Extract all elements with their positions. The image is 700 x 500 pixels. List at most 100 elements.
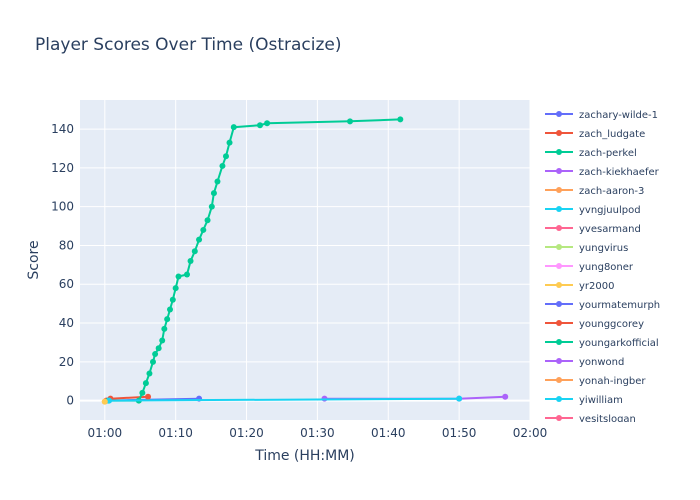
legend-item-yonwond[interactable]: yonwond — [545, 357, 624, 368]
legend-swatch-marker — [556, 415, 562, 421]
legend-item-zachary-wilde-1[interactable]: zachary-wilde-1 — [545, 110, 658, 121]
legend-item-yonah-ingber[interactable]: yonah-ingber — [545, 376, 646, 387]
series-yr2000 — [101, 398, 108, 405]
legend-label: zach-perkel — [579, 148, 637, 159]
legend-swatch-marker — [556, 396, 562, 402]
y-tick-label: 100 — [51, 200, 74, 214]
data-point — [257, 122, 263, 129]
legend-swatch-marker — [556, 168, 562, 174]
legend-label: zach-kiekhaefer — [579, 167, 660, 178]
y-axis-label: Score — [26, 240, 42, 279]
legend-swatch-marker — [556, 358, 562, 364]
x-tick-labels: 01:00 01:10 01:20 01:30 01:40 01:50 02:00 — [88, 426, 548, 440]
data-point — [210, 190, 217, 197]
data-point — [145, 393, 152, 400]
data-point — [164, 316, 171, 323]
y-tick-label: 140 — [51, 122, 74, 136]
legend-item-yung8oner[interactable]: yung8oner — [545, 262, 634, 273]
legend-label: yonah-ingber — [579, 376, 646, 387]
plot-background — [80, 100, 530, 420]
legend-item-yungvirus[interactable]: yungvirus — [545, 243, 628, 254]
data-point — [456, 395, 463, 402]
legend-label: younggcorey — [579, 319, 644, 330]
legend-swatch-marker — [556, 282, 562, 288]
data-point — [230, 124, 237, 131]
data-point — [184, 271, 191, 278]
legend-item-zach-perkel[interactable]: zach-perkel — [545, 148, 637, 159]
data-point — [191, 248, 198, 255]
data-point — [149, 358, 156, 365]
data-point — [159, 337, 166, 344]
data-point — [139, 389, 146, 396]
data-point — [208, 203, 215, 210]
legend-swatch-marker — [556, 263, 562, 269]
y-tick-labels: 0 20 40 60 80 100 120 140 — [51, 122, 74, 408]
data-point — [142, 380, 149, 387]
data-point — [264, 120, 271, 127]
legend-label: yonwond — [579, 357, 624, 368]
data-point — [169, 296, 176, 303]
data-point — [172, 285, 179, 292]
x-tick-label: 01:30 — [300, 426, 335, 440]
legend-item-yesitslogan[interactable]: yesitslogan — [545, 414, 636, 425]
legend-label: zach_ludgate — [579, 129, 645, 140]
legend-label: yourmatemurph — [579, 300, 660, 311]
legend-swatch-marker — [556, 320, 562, 326]
data-point — [161, 325, 168, 332]
legend-label: yungvirus — [579, 243, 628, 254]
legend-swatch-marker — [556, 377, 562, 383]
data-point — [397, 116, 404, 123]
legend-label: yvngjuulpod — [579, 205, 641, 216]
y-tick-label: 0 — [66, 394, 74, 408]
data-point — [502, 393, 509, 400]
data-point — [226, 139, 233, 146]
legend-label: yvesarmand — [579, 224, 641, 235]
legend-label: yr2000 — [579, 281, 614, 292]
data-point — [219, 162, 226, 169]
legend-item-zach_ludgate[interactable]: zach_ludgate — [545, 129, 645, 140]
legend-item-zach-aaron-3[interactable]: zach-aaron-3 — [545, 186, 644, 197]
legend-item-yvngjuulpod[interactable]: yvngjuulpod — [545, 205, 641, 216]
data-point — [101, 398, 108, 405]
data-point — [146, 370, 153, 377]
legend-swatch-marker — [556, 187, 562, 193]
data-point — [155, 345, 162, 352]
data-point — [347, 118, 353, 125]
legend-item-yourmatemurph[interactable]: yourmatemurph — [545, 300, 660, 311]
series-line — [109, 397, 460, 402]
y-tick-label: 60 — [59, 277, 74, 291]
x-tick-label: 01:20 — [229, 426, 264, 440]
series-group — [101, 116, 509, 405]
legend-label: zach-aaron-3 — [579, 186, 644, 197]
data-point — [204, 217, 211, 224]
series-yvngjuulpod — [106, 395, 463, 404]
legend-swatch-marker — [556, 301, 562, 307]
x-tick-label: 01:40 — [371, 426, 406, 440]
legend-item-yiwilliam[interactable]: yiwilliam — [545, 395, 623, 406]
legend-item-younggcorey[interactable]: younggcorey — [545, 319, 644, 330]
y-tick-label: 80 — [59, 238, 74, 252]
legend-swatch-marker — [556, 149, 562, 155]
series-zach-perkel — [105, 116, 404, 404]
x-tick-label: 01:10 — [158, 426, 193, 440]
legend-item-yvesarmand[interactable]: yvesarmand — [545, 224, 641, 235]
x-tick-label: 02:00 — [513, 426, 548, 440]
data-point — [214, 178, 221, 185]
data-point — [222, 153, 229, 160]
legend-item-zach-kiekhaefer[interactable]: zach-kiekhaefer — [545, 167, 660, 178]
legend-label: yiwilliam — [579, 395, 623, 406]
x-axis-label: Time (HH:MM) — [254, 448, 355, 464]
legend-swatch-marker — [556, 206, 562, 212]
legend-swatch-marker — [556, 111, 562, 117]
legend-item-yr2000[interactable]: yr2000 — [545, 281, 614, 292]
legend-label: zachary-wilde-1 — [579, 110, 658, 121]
legend-item-youngarkofficial[interactable]: youngarkofficial — [545, 338, 659, 349]
data-point — [200, 226, 207, 233]
x-tick-label: 01:50 — [442, 426, 477, 440]
legend-swatch-marker — [556, 225, 562, 231]
legend-label: yung8oner — [579, 262, 634, 273]
legend: zachary-wilde-1 zach_ludgate zach-perkel za… — [545, 110, 660, 425]
data-point — [196, 236, 203, 243]
x-tick-label: 01:00 — [88, 426, 123, 440]
